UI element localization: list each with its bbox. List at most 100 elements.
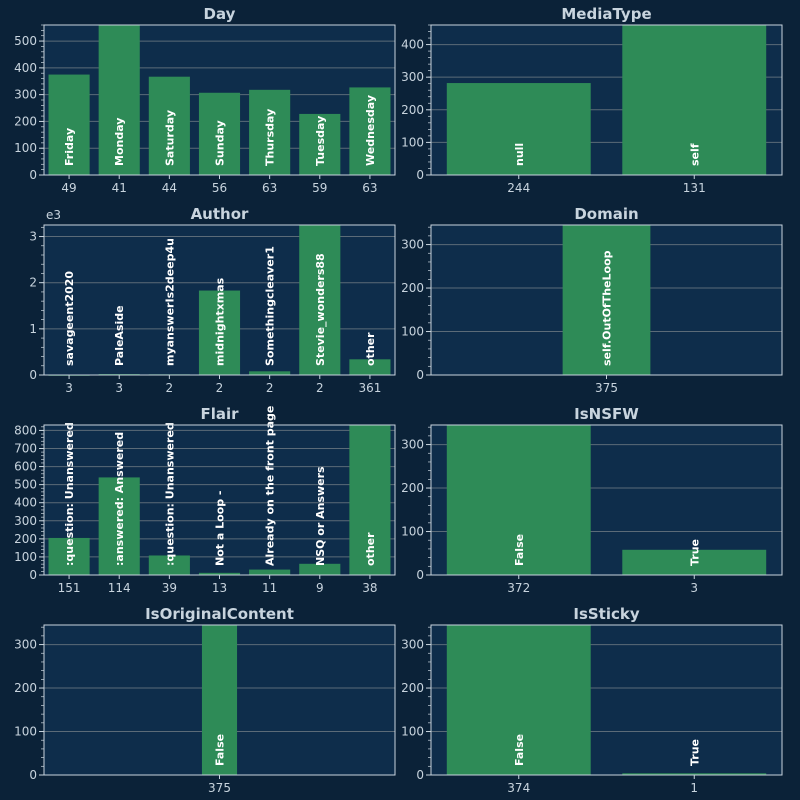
plot-frame <box>43 24 396 176</box>
chart-title: IsSticky <box>573 605 639 623</box>
bar-label: NSQ or Answers <box>314 466 327 566</box>
x-tick-label: 114 <box>108 581 131 595</box>
bar <box>446 425 591 575</box>
y-tick-label: 100 <box>401 725 424 739</box>
x-tick-label: 44 <box>162 181 177 195</box>
y-tick-label: 300 <box>401 638 424 652</box>
bar <box>98 25 140 175</box>
chart-title: MediaType <box>561 5 651 23</box>
bar <box>622 25 767 175</box>
y-tick-label: 100 <box>14 141 37 155</box>
y-tick-label: 200 <box>14 681 37 695</box>
x-tick-label: 49 <box>61 181 76 195</box>
bar-label: True <box>688 539 701 566</box>
y-tick-label: 300 <box>14 514 37 528</box>
plot-frame <box>430 224 783 376</box>
plot-frame <box>43 224 396 376</box>
y-tick-label: 400 <box>14 496 37 510</box>
x-tick-label: 13 <box>212 581 227 595</box>
y-tick-label: 3 <box>29 230 37 244</box>
y-tick-label: 0 <box>416 568 424 582</box>
y-tick-label: 100 <box>401 525 424 539</box>
y-tick-label: 500 <box>14 34 37 48</box>
bar <box>148 76 190 175</box>
x-tick-label: 59 <box>312 181 327 195</box>
bar-label: self <box>688 143 701 166</box>
y-tick-label: 200 <box>14 114 37 128</box>
y-tick-label: 0 <box>416 368 424 382</box>
chart-title: Author <box>191 205 249 223</box>
plot-frame <box>430 624 783 776</box>
bar <box>562 225 651 375</box>
bar-label: Somethingcleaver1 <box>264 246 277 366</box>
bar <box>349 87 391 175</box>
plot-area <box>431 25 782 175</box>
y-tick-label: 600 <box>14 460 37 474</box>
bar <box>148 555 190 575</box>
bar <box>349 359 391 375</box>
plot-frame <box>430 24 783 176</box>
bar <box>201 625 238 775</box>
bar <box>48 537 90 575</box>
bar-label: Sunday <box>214 120 227 166</box>
bar <box>249 569 291 575</box>
y-tick-label: 300 <box>401 238 424 252</box>
bar <box>349 425 391 575</box>
x-tick-label: 2 <box>216 381 224 395</box>
chart-title: IsOriginalContent <box>145 605 294 623</box>
bar-label: True <box>688 739 701 766</box>
x-tick-label: 375 <box>595 381 618 395</box>
bar-label: :question: Unanswered <box>163 422 176 566</box>
y-tick-label: 400 <box>401 38 424 52</box>
y-tick-label: 100 <box>401 135 424 149</box>
x-tick-label: 9 <box>316 581 324 595</box>
x-tick-label: 2 <box>316 381 324 395</box>
x-tick-label: 11 <box>262 581 277 595</box>
bar-label: False <box>513 534 526 566</box>
bar <box>48 74 90 175</box>
x-tick-label: 2 <box>266 381 274 395</box>
y-tick-label: 400 <box>14 61 37 75</box>
y-tick-label: 200 <box>401 281 424 295</box>
y-tick-label: 100 <box>14 550 37 564</box>
bar-label: Stevie_wonders88 <box>314 253 327 366</box>
bar-label: other <box>364 332 377 366</box>
bar-label: self.OutOfTheLoop <box>601 250 614 366</box>
y-tick-label: 800 <box>14 423 37 437</box>
plot-area <box>44 425 395 575</box>
bar <box>249 89 291 175</box>
x-tick-label: 374 <box>507 781 530 795</box>
chart-title: Day <box>204 5 236 23</box>
bar <box>198 92 241 175</box>
chart-title: Flair <box>200 405 239 423</box>
bar-label: savageent2020 <box>63 271 76 366</box>
y-tick-label: 300 <box>14 88 37 102</box>
x-tick-label: 375 <box>208 781 231 795</box>
bar-label: Saturday <box>163 110 176 166</box>
bar-label: Monday <box>113 118 126 166</box>
plot-frame <box>430 424 783 576</box>
bar <box>98 477 140 575</box>
x-tick-label: 38 <box>362 581 377 595</box>
x-tick-label: 372 <box>507 581 530 595</box>
y-tick-label: 100 <box>401 325 424 339</box>
x-tick-label: 3 <box>115 381 123 395</box>
plot-frame <box>43 424 396 576</box>
bar <box>446 83 591 175</box>
y-tick-label: 300 <box>14 638 37 652</box>
y-tick-label: 0 <box>416 768 424 782</box>
y-tick-label: 200 <box>401 681 424 695</box>
bar-label: Already on the front page <box>264 406 277 566</box>
plot-area <box>44 625 395 775</box>
plot-area <box>44 225 395 375</box>
bar <box>446 625 591 775</box>
x-tick-label: 151 <box>58 581 81 595</box>
bar <box>299 113 341 175</box>
x-tick-label: 1 <box>690 781 698 795</box>
y-tick-label: 2 <box>29 276 37 290</box>
bar-label: null <box>513 143 526 166</box>
bar <box>622 773 767 775</box>
